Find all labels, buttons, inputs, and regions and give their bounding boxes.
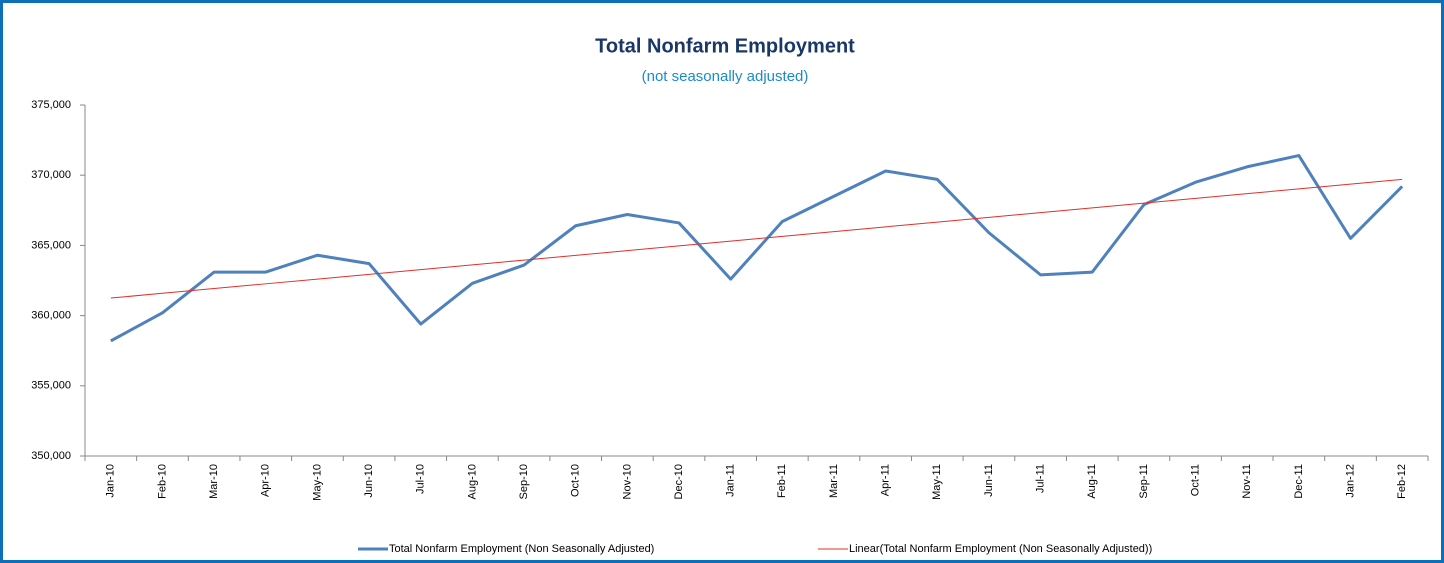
- x-tick-label: May-10: [311, 464, 323, 501]
- y-tick-label: 365,000: [31, 239, 71, 251]
- y-tick-label: 355,000: [31, 380, 71, 392]
- x-tick-label: Apr-10: [260, 464, 272, 497]
- x-tick-label: Oct-10: [570, 464, 582, 497]
- x-tick-label: Jun-11: [983, 464, 995, 497]
- x-tick-label: Jan-12: [1344, 464, 1356, 498]
- x-tick-label: Jan-10: [105, 464, 117, 498]
- chart-title: Total Nonfarm Employment: [595, 35, 855, 57]
- x-tick-label: Mar-11: [828, 464, 840, 498]
- y-tick-label: 360,000: [31, 310, 71, 322]
- y-tick-label: 375,000: [31, 99, 71, 111]
- series-line: [110, 154, 1404, 343]
- y-tick-label: 350,000: [31, 450, 71, 462]
- x-tick-label: Nov-11: [1241, 464, 1253, 499]
- x-tick-label: Apr-11: [880, 464, 892, 496]
- x-tick-label: Sep-11: [1138, 464, 1150, 499]
- x-tick-label: Jul-11: [1035, 464, 1047, 493]
- x-tick-label: Feb-12: [1396, 464, 1408, 499]
- x-tick-label: Jan-11: [725, 464, 737, 497]
- x-tick-label: May-11: [931, 464, 943, 500]
- x-tick-label: Jun-10: [363, 464, 375, 498]
- y-tick-label: 370,000: [31, 169, 71, 181]
- x-tick-label: Dec-10: [673, 464, 685, 499]
- x-tick-label: Aug-11: [1086, 464, 1098, 499]
- x-tick-label: Dec-11: [1293, 464, 1305, 499]
- x-tick-label: Feb-10: [156, 464, 168, 499]
- chart-subtitle: (not seasonally adjusted): [642, 68, 809, 85]
- series-line: [110, 178, 1403, 299]
- x-tick-label: Aug-10: [466, 464, 478, 499]
- x-tick-label: Feb-11: [776, 464, 788, 498]
- x-tick-label: Sep-10: [518, 464, 530, 499]
- x-tick-label: Nov-10: [621, 464, 633, 499]
- x-tick-label: Oct-11: [1189, 464, 1201, 496]
- x-tick-label: Jul-10: [415, 464, 427, 494]
- x-tick-label: Mar-10: [208, 464, 220, 499]
- legend-label: Linear(Total Nonfarm Employment (Non Sea…: [849, 543, 1152, 555]
- legend-label: Total Nonfarm Employment (Non Seasonally…: [389, 543, 654, 555]
